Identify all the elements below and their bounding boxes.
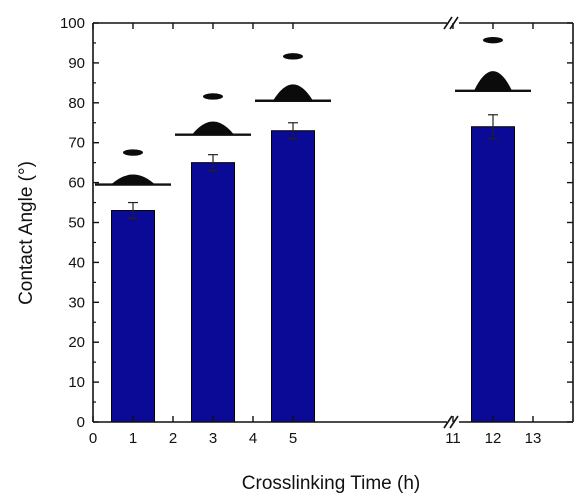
x-tick-label: 13 xyxy=(525,430,542,447)
droplet xyxy=(111,174,155,185)
y-tick-label: 0 xyxy=(77,414,85,431)
droplet-reflection xyxy=(483,36,503,44)
x-tick-label: 3 xyxy=(209,430,217,447)
bar xyxy=(191,162,235,423)
droplet-reflection xyxy=(203,93,223,100)
droplet-reflection xyxy=(283,53,303,60)
x-tick-label: 0 xyxy=(89,430,97,447)
bars xyxy=(111,126,515,423)
y-tick-label: 100 xyxy=(60,15,85,32)
y-tick-label: 20 xyxy=(68,334,85,351)
droplet xyxy=(474,71,512,91)
y-tick-label: 50 xyxy=(68,215,85,232)
x-axis-break-mark xyxy=(449,415,459,429)
y-axis-title: Contact Angle (°) xyxy=(16,161,37,305)
top-break-mark xyxy=(443,16,453,30)
y-tick-label: 80 xyxy=(68,95,85,112)
top-break-mark xyxy=(449,16,459,30)
y-tick-label: 90 xyxy=(68,55,85,72)
droplet xyxy=(192,121,234,135)
x-tick-label: 1 xyxy=(129,430,137,447)
bar xyxy=(471,126,515,423)
y-tick-label: 70 xyxy=(68,135,85,152)
bar xyxy=(271,130,315,423)
x-axis-break-mark xyxy=(443,415,453,429)
x-axis-title: Crosslinking Time (h) xyxy=(242,473,420,494)
y-tick-label: 40 xyxy=(68,254,85,271)
y-tick-label: 60 xyxy=(68,175,85,192)
x-tick-label: 11 xyxy=(445,430,461,447)
y-tick-label: 10 xyxy=(68,374,85,391)
droplet xyxy=(273,84,313,101)
x-tick-label: 5 xyxy=(289,430,297,447)
droplet-reflection xyxy=(123,149,143,156)
axis-break-marks xyxy=(443,16,459,429)
x-tick-label: 12 xyxy=(485,430,502,447)
x-tick-label: 4 xyxy=(249,430,257,447)
x-tick-label: 2 xyxy=(169,430,177,447)
droplet-insets xyxy=(95,36,531,186)
bar xyxy=(111,210,155,423)
y-tick-label: 30 xyxy=(68,294,85,311)
error-bars xyxy=(128,114,498,220)
